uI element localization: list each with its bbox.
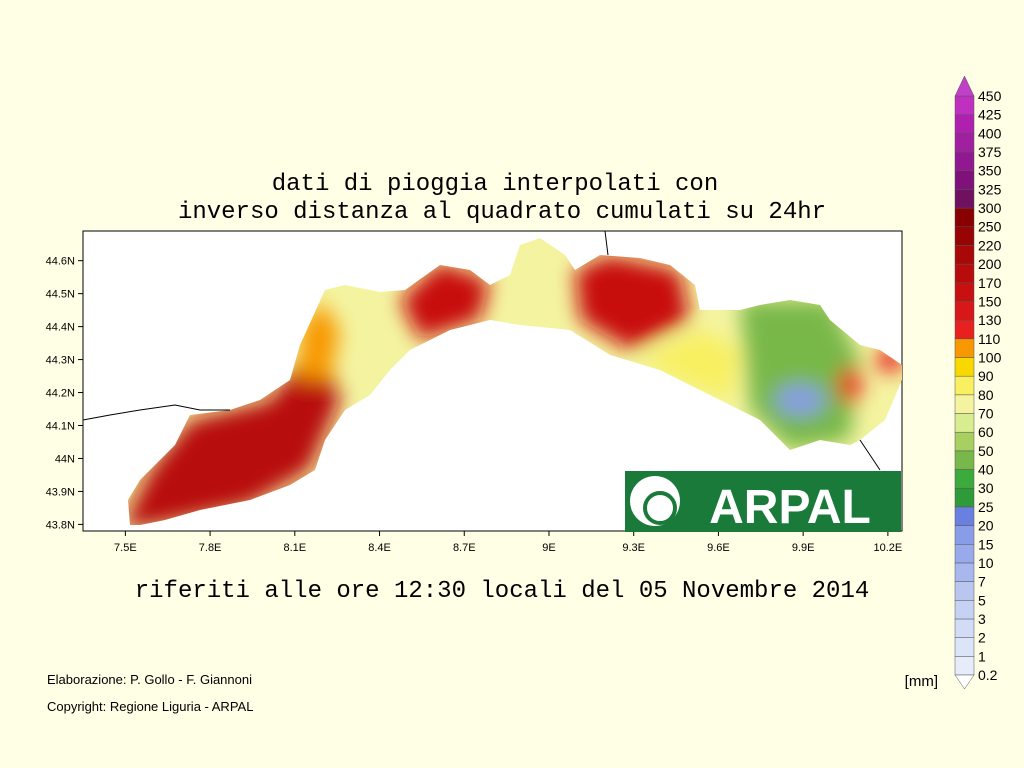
- colorbar-label: 250: [978, 219, 1002, 235]
- x-tick-label: 7.8E: [199, 542, 222, 554]
- colorbar-label: 20: [978, 518, 994, 534]
- colorbar-label: 2: [978, 630, 986, 646]
- colorbar-band: [954, 114, 975, 134]
- colorbar-label: 90: [978, 368, 994, 384]
- colorbar-band: [954, 506, 975, 526]
- colorbar-label: 200: [978, 256, 1002, 272]
- x-tick-label: 9.6E: [707, 542, 730, 554]
- colorbar-band: [954, 301, 975, 321]
- colorbar-label: 50: [978, 443, 994, 459]
- x-tick-label: 9.9E: [792, 542, 815, 554]
- colorbar-band: [954, 544, 975, 564]
- colorbar-band: [954, 600, 975, 620]
- x-tick-label: 8.4E: [368, 542, 391, 554]
- colorbar-label: 25: [978, 499, 994, 515]
- border: [82, 404, 230, 421]
- colorbar-label: 450: [978, 88, 1002, 104]
- y-tick-label: 44N: [55, 453, 75, 465]
- colorbar-label: 0.2: [978, 667, 998, 683]
- x-tick-label: 10.2E: [874, 542, 903, 554]
- colorbar-band: [954, 562, 975, 582]
- colorbar-label: 1: [978, 648, 986, 664]
- colorbar-label: 350: [978, 163, 1002, 179]
- colorbar-label: 300: [978, 200, 1002, 216]
- logo-text: ARPAL: [709, 481, 871, 534]
- colorbar-band: [954, 245, 975, 265]
- colorbar-band: [954, 338, 975, 358]
- subtitle: riferiti alle ore 12:30 locali del 05 No…: [135, 578, 870, 605]
- colorbar-label: 5: [978, 592, 986, 608]
- colorbar-band: [954, 95, 975, 115]
- colorbar-over: [954, 75, 975, 97]
- colorbar-band: [954, 431, 975, 452]
- colorbar-band: [954, 170, 975, 190]
- colorbar-band: [954, 375, 975, 396]
- y-tick-label: 44.2N: [46, 388, 75, 400]
- unit: [mm]: [905, 673, 938, 690]
- y-tick-label: 44.4N: [46, 322, 75, 334]
- x-tick-label: 9E: [542, 542, 555, 554]
- colorbar-label: 100: [978, 349, 1002, 365]
- colorbar-label: 60: [978, 424, 994, 440]
- colorbar-label: 7: [978, 574, 986, 590]
- colorbar-band: [954, 525, 975, 545]
- x-tick-label: 7.5E: [114, 542, 137, 554]
- y-tick-label: 44.5N: [46, 289, 75, 301]
- credit: Copyright: Regione Liguria - ARPAL: [47, 699, 253, 714]
- colorbar-label: 425: [978, 107, 1002, 123]
- border: [604, 230, 881, 471]
- colorbar-band: [954, 133, 975, 153]
- colorbar-band: [954, 618, 975, 638]
- colorbar-under: [954, 674, 975, 690]
- title-line: inverso distanza al quadrato cumulati su…: [178, 199, 826, 226]
- colorbar-band: [954, 656, 975, 676]
- colorbar-label: 70: [978, 406, 994, 422]
- y-tick-label: 44.1N: [46, 421, 75, 433]
- colorbar-label: 150: [978, 293, 1002, 309]
- y-tick-label: 43.9N: [46, 486, 75, 498]
- y-tick-label: 43.8N: [46, 519, 75, 531]
- colorbar-band: [954, 637, 975, 657]
- x-tick-label: 8.7E: [453, 542, 476, 554]
- y-tick-label: 44.6N: [46, 256, 75, 268]
- colorbar-label: 3: [978, 611, 986, 627]
- colorbar-label: 110: [978, 331, 1001, 347]
- colorbar-band: [954, 581, 975, 601]
- colorbar-label: 15: [978, 536, 994, 552]
- colorbar-band: [954, 263, 975, 284]
- colorbar-label: 375: [978, 144, 1002, 160]
- colorbar-band: [954, 394, 975, 414]
- colorbar-label: 130: [978, 312, 1002, 328]
- colorbar-label: 325: [978, 181, 1002, 197]
- x-tick-label: 8.1E: [283, 542, 306, 554]
- colorbar-band: [954, 469, 975, 489]
- colorbar-band: [954, 226, 975, 246]
- colorbar-label: 10: [978, 555, 994, 571]
- title-line: dati di pioggia interpolati con: [272, 171, 718, 198]
- colorbar-band: [954, 319, 975, 340]
- colorbar-label: 80: [978, 387, 994, 403]
- credit: Elaborazione: P. Gollo - F. Giannoni: [47, 672, 252, 687]
- colorbar-label: 220: [978, 237, 1002, 253]
- colorbar-band: [954, 189, 975, 209]
- colorbar-band: [954, 357, 975, 377]
- colorbar-band: [954, 487, 975, 508]
- colorbar-band: [954, 207, 975, 227]
- logo-mark: [643, 491, 677, 525]
- colorbar-label: 40: [978, 462, 994, 478]
- colorbar-band: [954, 413, 975, 433]
- colorbar-label: 30: [978, 480, 994, 496]
- colorbar-label: 170: [978, 275, 1002, 291]
- x-tick-label: 9.3E: [622, 542, 645, 554]
- colorbar-label: 400: [978, 125, 1002, 141]
- y-tick-label: 44.3N: [46, 355, 75, 367]
- colorbar-band: [954, 282, 975, 302]
- colorbar-band: [954, 450, 975, 470]
- logo-mark: [630, 476, 680, 526]
- colorbar-band: [954, 151, 975, 171]
